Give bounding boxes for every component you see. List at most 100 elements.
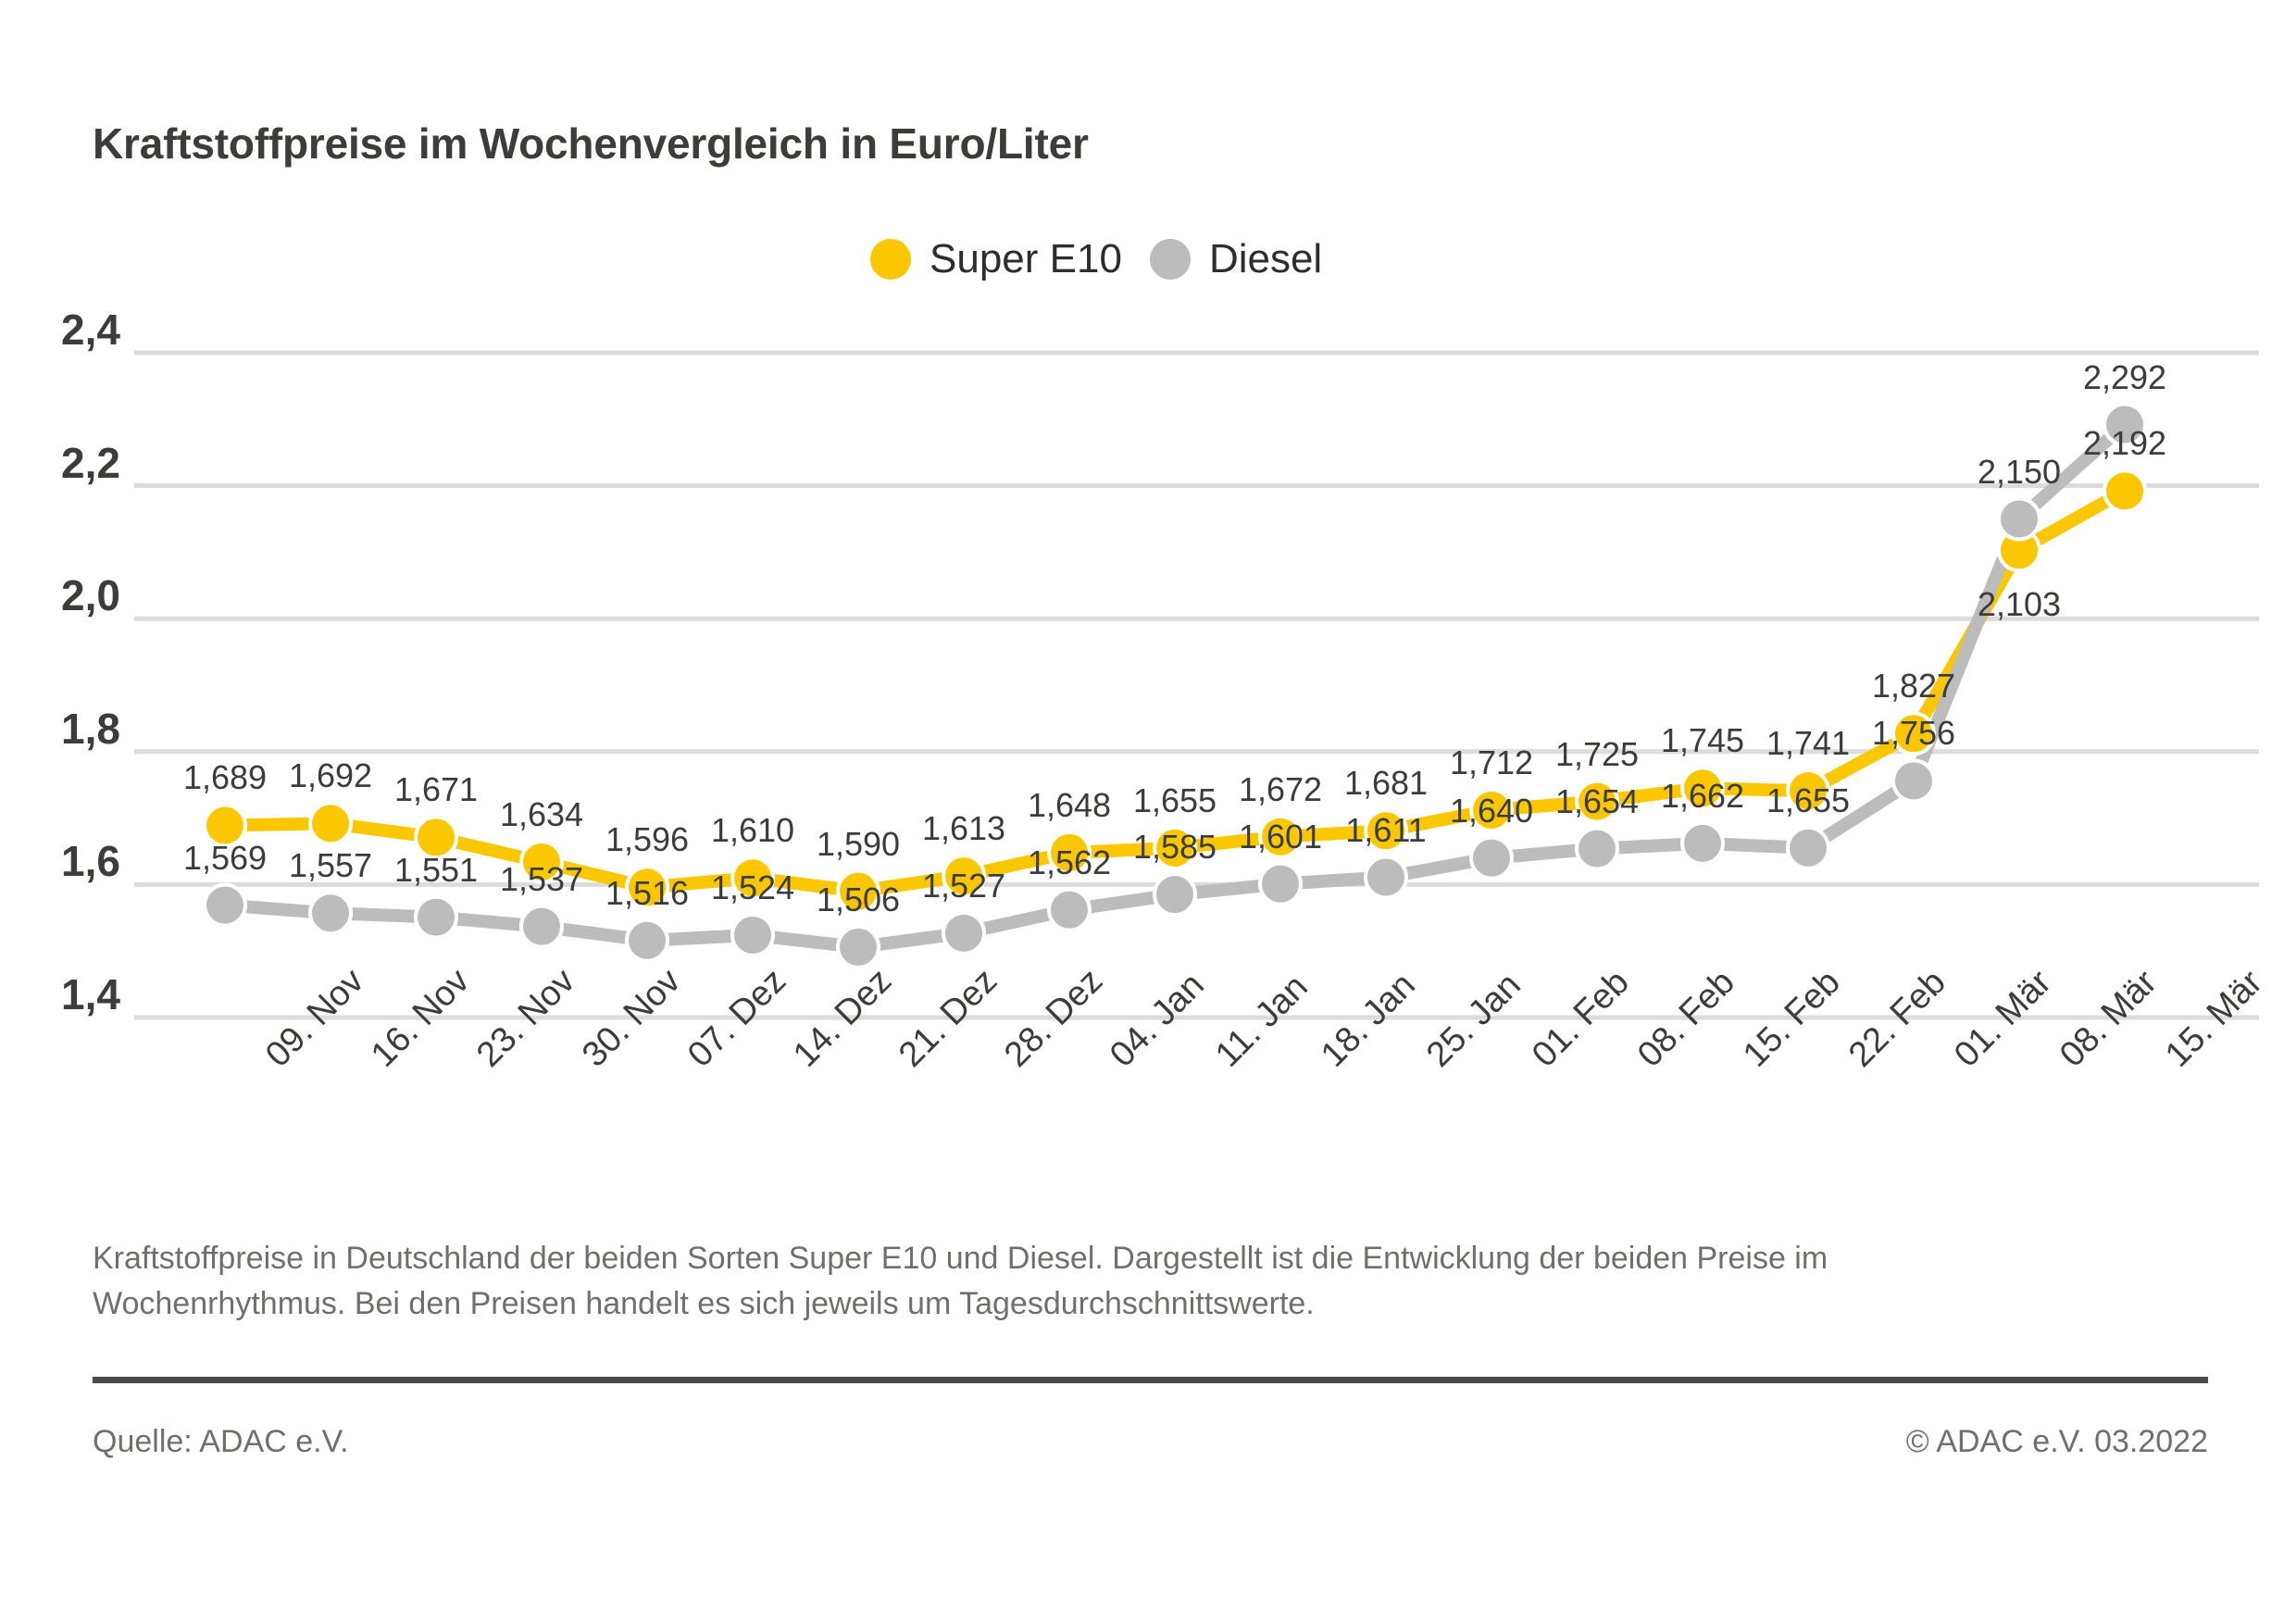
x-axis-tick-label: 30. Nov xyxy=(575,961,689,1075)
data-point-label: 1,662 xyxy=(1660,776,1745,815)
y-axis-tick-label: 2,0 xyxy=(61,571,120,620)
data-point-marker xyxy=(836,868,880,914)
circle-marker-icon-diesel xyxy=(1149,239,1191,280)
page-title: Kraftstoffpreise im Wochenvergleich in E… xyxy=(93,119,1089,168)
x-axis-tick-label: 16. Nov xyxy=(364,961,478,1075)
x-axis-tick-label: 07. Dez xyxy=(680,961,794,1075)
x-axis-tick-label: 21. Dez xyxy=(892,961,1005,1075)
data-point-label: 1,596 xyxy=(605,820,690,859)
data-point-label: 1,725 xyxy=(1554,734,1640,773)
data-point-marker xyxy=(942,910,986,955)
x-axis-tick-label: 22. Feb xyxy=(1841,962,1953,1075)
data-point-label: 1,745 xyxy=(1660,721,1745,760)
x-axis-tick-label: 04. Jan xyxy=(1103,965,1212,1075)
data-point-label: 1,756 xyxy=(1871,714,1956,753)
data-point-marker xyxy=(836,924,880,969)
x-axis-tick-label: 11. Jan xyxy=(1208,967,1316,1075)
x-axis-tick-label: 15. Mär xyxy=(2158,962,2270,1075)
data-point-marker xyxy=(1364,855,1408,900)
data-point-label: 1,648 xyxy=(1027,785,1112,824)
data-point-marker xyxy=(1786,768,1830,814)
data-point-label: 1,681 xyxy=(1343,764,1429,803)
x-axis-tick-label: 28. Dez xyxy=(997,961,1111,1075)
y-axis-tick-label: 1,6 xyxy=(61,837,120,886)
data-point-label: 1,655 xyxy=(1132,781,1217,819)
data-point-marker xyxy=(1047,830,1092,875)
data-point-marker xyxy=(730,855,775,901)
data-point-marker xyxy=(1891,758,1936,804)
data-point-marker xyxy=(519,839,564,884)
data-point-label: 1,506 xyxy=(816,880,901,918)
data-point-marker xyxy=(1680,766,1725,811)
legend-item-diesel: Diesel xyxy=(1149,236,1322,282)
data-point-label: 1,741 xyxy=(1766,724,1851,763)
x-axis-tick-label: 08. Mär xyxy=(2053,962,2165,1075)
data-point-marker xyxy=(1153,872,1197,918)
data-point-marker xyxy=(1469,835,1514,880)
data-point-marker xyxy=(414,815,458,860)
data-point-label: 1,524 xyxy=(710,868,795,906)
data-point-label: 1,689 xyxy=(182,758,268,797)
data-point-label: 2,292 xyxy=(2082,357,2167,396)
data-point-marker xyxy=(414,894,458,940)
data-point-marker xyxy=(1258,861,1303,906)
x-axis-tick-label: 09. Nov xyxy=(258,961,372,1075)
data-point-label: 1,654 xyxy=(1554,781,1640,820)
y-axis-tick-label: 1,8 xyxy=(61,704,120,753)
footer-divider xyxy=(93,1377,2208,1383)
data-point-label: 1,537 xyxy=(499,859,584,898)
data-point-marker xyxy=(308,891,353,936)
data-point-marker xyxy=(1680,820,1725,866)
data-point-label: 1,516 xyxy=(605,873,690,912)
data-point-marker xyxy=(625,865,669,910)
legend-item-super-e10: Super E10 xyxy=(870,236,1122,282)
data-point-label: 2,103 xyxy=(1977,585,2062,624)
data-point-marker xyxy=(519,904,564,949)
x-axis-tick-label: 23. Nov xyxy=(469,961,583,1075)
data-point-marker xyxy=(203,803,247,848)
data-point-label: 2,192 xyxy=(2082,424,2167,463)
chart-legend: Super E10 Diesel xyxy=(870,236,1322,282)
data-point-label: 2,150 xyxy=(1977,452,2062,491)
y-axis-tick-label: 2,2 xyxy=(61,438,120,487)
chart-footnote: Kraftstoffpreise in Deutschland der beid… xyxy=(93,1241,1828,1322)
data-point-label: 1,557 xyxy=(288,846,373,885)
data-point-label: 1,671 xyxy=(393,770,479,809)
data-point-label: 1,613 xyxy=(921,809,1006,848)
data-point-label: 1,610 xyxy=(710,811,795,850)
data-point-marker xyxy=(942,854,986,899)
data-point-marker xyxy=(1891,711,1936,756)
data-point-marker xyxy=(1997,496,2041,542)
y-axis-tick-label: 2,4 xyxy=(61,306,120,354)
data-point-marker xyxy=(1153,825,1197,870)
series-line-diesel xyxy=(218,418,2131,954)
x-axis-tick-label: 18. Jan xyxy=(1314,965,1423,1075)
data-point-marker xyxy=(1258,814,1303,859)
data-point-marker xyxy=(203,882,247,928)
data-point-label: 1,590 xyxy=(816,824,901,863)
x-axis-tick-label: 14. Dez xyxy=(786,961,900,1075)
data-point-label: 1,827 xyxy=(1871,667,1956,706)
data-point-label: 1,611 xyxy=(1345,810,1427,849)
data-point-label: 1,672 xyxy=(1238,769,1323,808)
series-line-super-e10 xyxy=(218,484,2131,898)
data-point-marker xyxy=(1575,826,1619,871)
data-point-label: 1,527 xyxy=(921,866,1006,905)
data-point-label: 1,601 xyxy=(1238,817,1323,855)
data-point-label: 1,712 xyxy=(1449,743,1534,781)
x-axis-tick-label: 01. Feb xyxy=(1525,962,1637,1075)
data-point-label: 1,655 xyxy=(1766,781,1851,819)
data-point-marker xyxy=(2103,402,2147,447)
data-point-label: 1,562 xyxy=(1027,843,1112,881)
data-point-marker xyxy=(730,912,775,957)
x-axis-tick-label: 08. Feb xyxy=(1630,962,1742,1075)
data-point-marker xyxy=(625,918,669,963)
x-axis-tick-label: 25. Jan xyxy=(1419,965,1529,1075)
data-point-marker xyxy=(1786,825,1830,870)
data-point-label: 1,569 xyxy=(182,838,268,877)
data-point-marker xyxy=(1364,808,1408,854)
copyright-label: © ADAC e.V. 03.2022 xyxy=(1905,1424,2208,1459)
data-point-label: 1,585 xyxy=(1132,828,1217,867)
y-axis-tick-label: 1,4 xyxy=(61,970,120,1018)
data-point-label: 1,551 xyxy=(393,850,479,889)
